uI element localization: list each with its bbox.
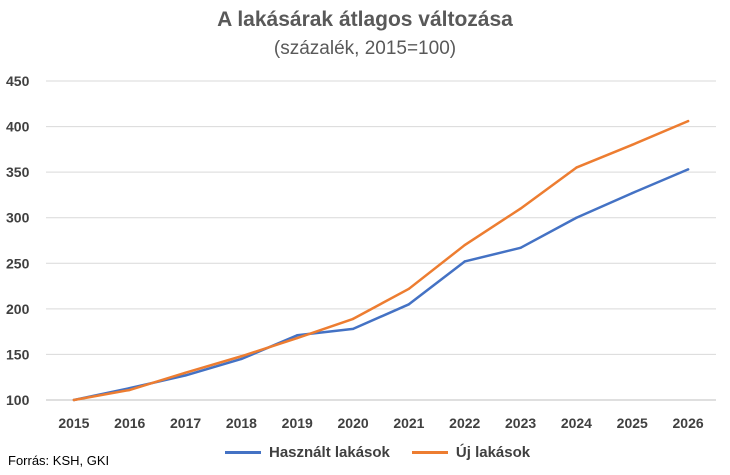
x-tick-label: 2023 bbox=[505, 415, 536, 431]
x-tick-label: 2019 bbox=[282, 415, 313, 431]
legend-item-uj: Új lakások bbox=[411, 444, 531, 461]
data-point bbox=[240, 357, 243, 361]
data-point bbox=[351, 327, 355, 331]
x-tick-label: 2026 bbox=[673, 415, 704, 431]
source-note: Forrás: KSH, GKI bbox=[8, 453, 110, 468]
data-point bbox=[72, 398, 76, 402]
series-line-1 bbox=[72, 119, 690, 402]
chart-legend: Használt lakások Új lakások bbox=[225, 444, 530, 461]
y-tick-label: 200 bbox=[6, 301, 30, 317]
x-tick-label: 2024 bbox=[561, 415, 592, 431]
data-point bbox=[407, 303, 411, 306]
data-point bbox=[631, 191, 634, 195]
x-tick-label: 2020 bbox=[338, 415, 369, 431]
series-line-0 bbox=[72, 168, 690, 402]
data-point bbox=[351, 317, 355, 321]
data-point bbox=[686, 168, 690, 171]
data-point bbox=[184, 371, 187, 374]
data-point bbox=[240, 355, 243, 358]
data-point bbox=[686, 119, 690, 123]
y-tick-label: 150 bbox=[6, 346, 30, 362]
data-point bbox=[296, 334, 299, 337]
legend-swatch-hasznalt bbox=[225, 451, 261, 454]
chart-title: A lakásárak átlagos változása bbox=[217, 8, 513, 31]
data-point bbox=[575, 166, 578, 169]
legend-label-hasznalt: Használt lakások bbox=[269, 444, 390, 461]
y-tick-label: 400 bbox=[6, 119, 30, 135]
data-point bbox=[128, 388, 131, 392]
data-point bbox=[296, 336, 299, 340]
data-point bbox=[519, 207, 522, 210]
chart-subtitle: (százalék, 2015=100) bbox=[273, 38, 457, 59]
x-tick-label: 2017 bbox=[170, 415, 201, 431]
x-tick-label: 2018 bbox=[226, 415, 257, 431]
x-tick-label: 2025 bbox=[617, 415, 648, 431]
y-tick-label: 250 bbox=[6, 255, 30, 271]
y-tick-label: 350 bbox=[6, 164, 30, 180]
y-tick-label: 300 bbox=[6, 210, 30, 226]
data-point bbox=[184, 374, 187, 377]
data-point bbox=[463, 243, 466, 247]
legend-label-uj: Új lakások bbox=[455, 444, 531, 461]
x-tick-label: 2021 bbox=[393, 415, 424, 431]
x-tick-label: 2016 bbox=[114, 415, 145, 431]
x-tick-label: 2015 bbox=[58, 415, 89, 431]
y-tick-label: 450 bbox=[6, 73, 30, 89]
legend-swatch-uj bbox=[411, 451, 448, 454]
data-point bbox=[631, 143, 634, 146]
data-point bbox=[519, 246, 522, 249]
data-point bbox=[463, 260, 466, 263]
data-point bbox=[575, 216, 578, 219]
x-tick-label: 2022 bbox=[449, 415, 480, 431]
y-tick-label: 100 bbox=[6, 392, 30, 408]
legend-item-hasznalt: Használt lakások bbox=[225, 444, 390, 461]
data-point bbox=[407, 287, 411, 291]
